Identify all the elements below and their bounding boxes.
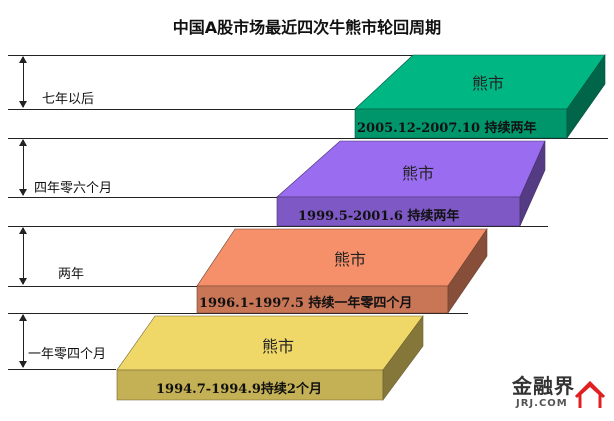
gap-arrow: [19, 227, 27, 285]
gap-arrow: [19, 139, 27, 196]
bear-label: 熊市: [333, 250, 367, 269]
bear-period: 1999.5-2001.6 持续两年: [298, 209, 460, 224]
guide-line: [8, 369, 116, 370]
gap-label: 四年零六个月: [34, 181, 113, 196]
guide-line: [8, 197, 278, 198]
guide-line: [8, 138, 608, 139]
guide-line: [8, 226, 548, 227]
bear-period: 2005.12-2007.10 持续两年: [357, 121, 537, 136]
house-arrow-icon: [574, 380, 606, 408]
page-title: 中国A股市场最近四次牛熊市轮回周期: [172, 18, 442, 37]
gap-label: 两年: [58, 267, 85, 282]
guide-line: [8, 313, 468, 314]
guide-line: [8, 109, 358, 110]
jrj-logo: 金融界 JRJ.COM: [510, 370, 610, 416]
logo-text-en: JRJ.COM: [516, 398, 568, 409]
bear-label: 熊市: [471, 74, 505, 93]
gap-arrow: [19, 56, 27, 108]
bear-period: 1994.7-1994.9持续2个月: [156, 382, 322, 397]
guide-line: [8, 286, 198, 287]
gap-arrow: [19, 314, 27, 368]
bear-label: 熊市: [401, 164, 435, 183]
gap-label: 七年以后: [42, 92, 95, 107]
gap-label: 一年零四个月: [28, 347, 107, 362]
bear-period: 1996.1-1997.5 持续一年零四个月: [199, 296, 413, 311]
guide-line: [8, 55, 413, 56]
bear-label: 熊市: [261, 337, 295, 356]
logo-text-cn: 金融界: [512, 374, 575, 398]
